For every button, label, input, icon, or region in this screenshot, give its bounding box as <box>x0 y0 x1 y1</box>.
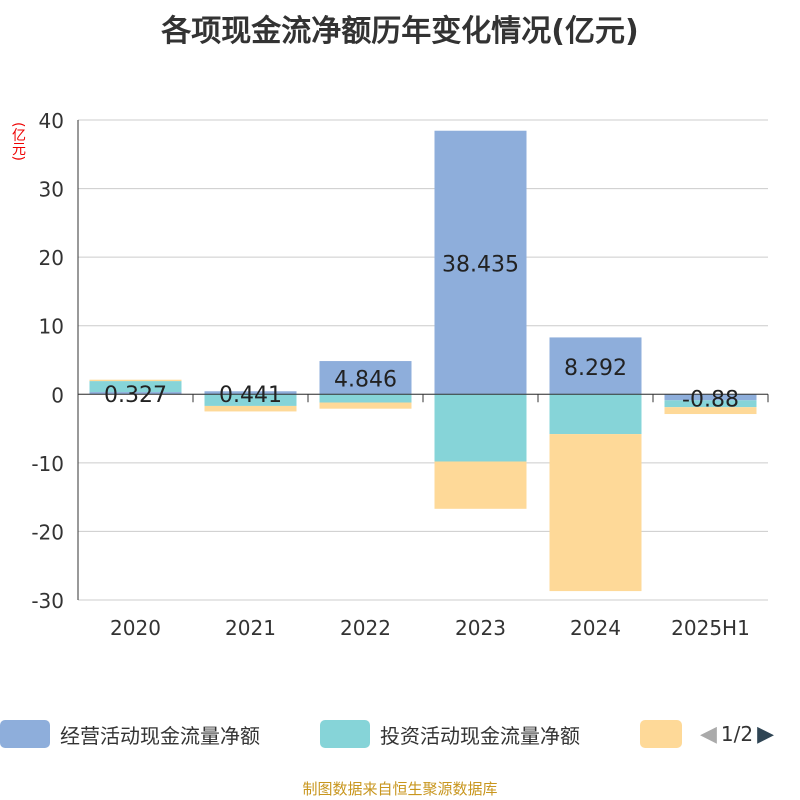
legend-pager: ◀ 1/2 ▶ <box>700 716 800 752</box>
data-label: 38.435 <box>442 253 519 278</box>
y-tick-label: 0 <box>51 383 64 407</box>
y-tick-label: 10 <box>39 315 64 339</box>
x-tick-label: 2021 <box>225 616 276 640</box>
bar-2020 <box>89 392 182 395</box>
bar-2021 <box>204 405 297 412</box>
page-indicator: 1/2 <box>720 722 754 746</box>
bar-2023 <box>434 394 527 462</box>
y-tick-label: -10 <box>31 452 64 476</box>
bar-2022 <box>319 394 412 403</box>
x-tick-label: 2020 <box>110 616 161 640</box>
legend-swatch <box>0 720 50 748</box>
bar-2023 <box>434 461 527 509</box>
y-axis-unit: (亿元) <box>10 122 26 161</box>
bar-2022 <box>319 361 412 395</box>
bar-2021 <box>204 394 297 406</box>
y-tick-label: -30 <box>31 589 64 613</box>
chart-title: 各项现金流净额历年变化情况(亿元) <box>161 14 639 49</box>
data-label: 4.846 <box>334 368 397 393</box>
data-label: 0.441 <box>219 383 282 408</box>
y-tick-label: -20 <box>31 520 64 544</box>
data-source: 制图数据来自恒生聚源数据库 <box>302 780 498 798</box>
legend-label: 投资活动现金流量净额 <box>380 723 580 748</box>
prev-page-icon[interactable]: ◀ <box>700 721 717 747</box>
y-tick-label: 20 <box>39 246 64 270</box>
data-label: -0.88 <box>682 387 739 412</box>
bar-2025H1 <box>664 394 757 401</box>
bar-2022 <box>319 402 412 409</box>
next-page-icon[interactable]: ▶ <box>757 721 775 747</box>
bar-2025H1 <box>664 407 757 415</box>
legend-label: 经营活动现金流量净额 <box>60 723 260 748</box>
bar-2024 <box>549 394 642 435</box>
y-tick-label: 30 <box>39 178 64 202</box>
legend-item-investing[interactable]: 投资活动现金流量净额 <box>320 716 580 752</box>
legend-item-operating[interactable]: 经营活动现金流量净额 <box>0 716 260 752</box>
bar-2024 <box>549 337 642 395</box>
bar-2020 <box>89 379 182 382</box>
bar-2023 <box>434 130 527 395</box>
bar-2024 <box>549 434 642 592</box>
bar-2021 <box>204 391 297 395</box>
data-label: 8.292 <box>564 356 627 381</box>
x-tick-label: 2024 <box>570 616 621 640</box>
legend: 经营活动现金流量净额 投资活动现金流量净额 ◀ 1/2 ▶ <box>0 716 800 752</box>
bar-2020 <box>89 381 182 393</box>
x-tick-label: 2022 <box>340 616 391 640</box>
bar-2025H1 <box>664 400 757 408</box>
legend-item-financing[interactable] <box>640 716 692 752</box>
data-label: 0.327 <box>104 383 167 408</box>
legend-swatch <box>320 720 370 748</box>
y-tick-label: 40 <box>39 109 64 133</box>
chart-plot: 40 30 20 10 0 -10 -20 -30 2020 2021 2022 2023 2024 20… <box>31 109 769 640</box>
x-tick-label: 2025H1 <box>671 616 750 640</box>
x-tick-label: 2023 <box>455 616 506 640</box>
legend-swatch <box>640 720 682 748</box>
